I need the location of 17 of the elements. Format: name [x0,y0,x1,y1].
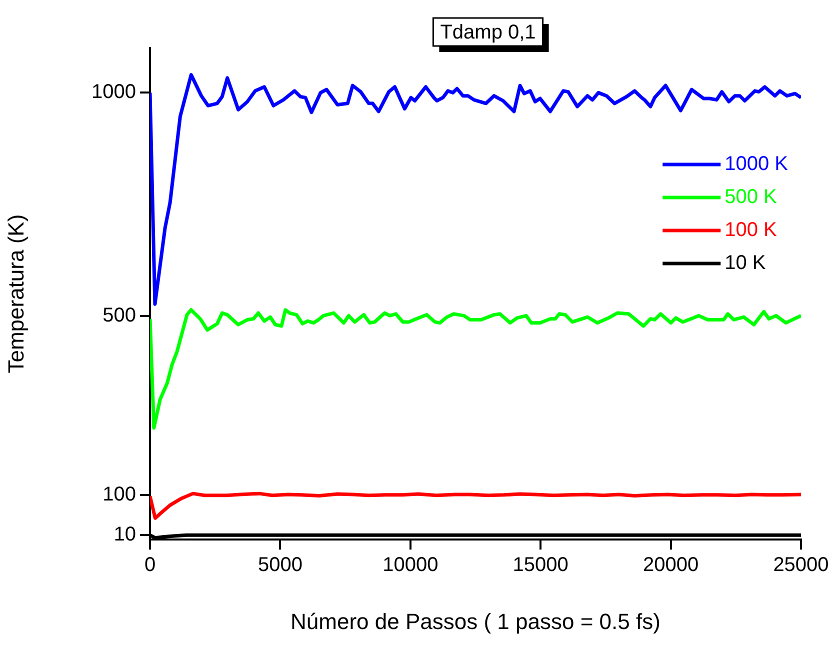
chart-title: Tdamp 0,1 [440,22,536,44]
legend-label: 100 K [724,219,778,242]
x-tick-label: 15000 [512,554,568,576]
y-tick-label: 1000 [92,81,136,104]
x-tick-label: 25000 [773,554,829,576]
legend-label: 10 K [724,252,766,274]
y-tick-label: 100 [102,483,136,506]
x-tick-label: 20000 [642,554,699,576]
legend-label: 500 K [724,186,778,208]
x-tick-label: 0 [144,554,156,576]
y-tick-label: 10 [114,524,136,546]
y-axis-title: Temperatura (K) [3,214,28,374]
x-tick-label: 5000 [258,554,302,576]
x-axis-title: Número de Passos ( 1 passo = 0.5 fs) [290,608,660,634]
x-tick-label: 10000 [382,554,438,576]
legend-label: 1000 K [724,153,789,176]
y-tick-label: 500 [102,304,136,327]
